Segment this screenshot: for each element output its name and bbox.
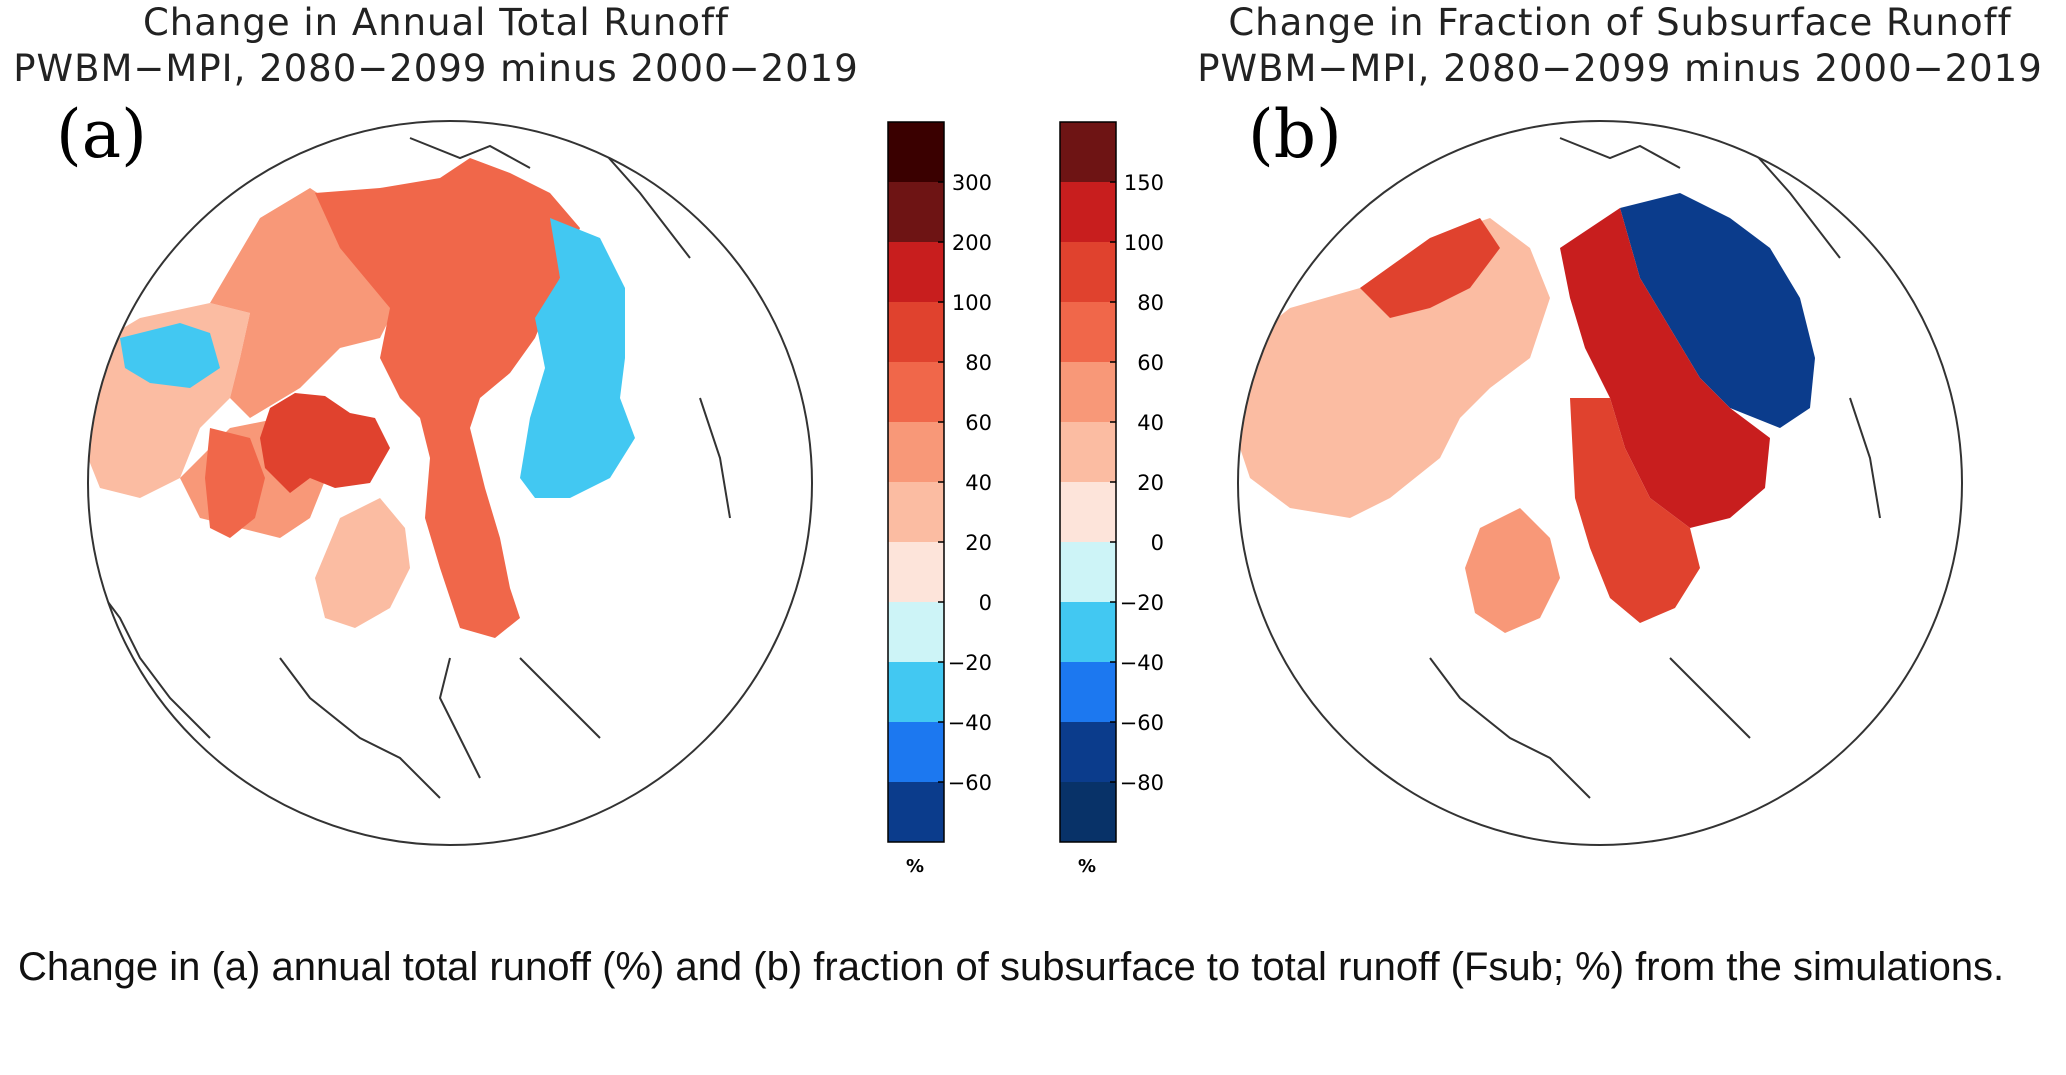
panel-a-colorbar-bin-4 [888, 362, 944, 422]
map-b-coastline-1 [1429, 137, 1881, 799]
panel-b-polar-map [1237, 120, 1963, 846]
panel-b-colorbar-tick-label-6: 0 [1151, 531, 1164, 555]
panel-a-colorbar-tick-label-0: 300 [952, 171, 992, 195]
panel-a-colorbar-bin-5 [888, 422, 944, 482]
panel-a-title-line1: Change in Annual Total Runoff [142, 1, 730, 44]
panel-b-colorbar-tick-label-7: −20 [1120, 591, 1164, 615]
panel-a-colorbar-bin-6 [888, 482, 944, 542]
panel-b-colorbar-tick-label-0: 150 [1124, 171, 1164, 195]
map-b-europe [1465, 508, 1560, 633]
map-a-greenland-coast [205, 428, 265, 538]
panel-b-letter: (b) [1248, 96, 1342, 173]
panel-a-colorbar-tick-label-10: −60 [948, 771, 992, 795]
panel-a-colorbar-bin-1 [888, 182, 944, 242]
map-a-siberia [315, 158, 580, 638]
panel-b-colorbar-tick-label-8: −40 [1120, 651, 1164, 675]
panel-b-colorbar-unit: % [1078, 856, 1096, 877]
panel-b-title: Change in Fraction of Subsurface Runoff … [1180, 0, 2060, 92]
map-a-canadian-archipelago [260, 393, 390, 493]
panel-a-title-line2: PWBM−MPI, 2080−2099 minus 2000−2019 [13, 47, 859, 90]
panel-a-colorbar-bin-10 [888, 722, 944, 782]
map-b-alaska [1360, 218, 1500, 318]
panel-b-colorbar: 150 100 80 60 40 20 0 −20 −40 −60 −80% [1059, 121, 1164, 877]
panel-b-colorbar-bin-1 [1060, 182, 1116, 242]
panel-b-colorbar-bin-8 [1060, 602, 1116, 662]
panel-a-colorbar-tick-label-3: 80 [965, 351, 992, 375]
panel-a-colorbar-tick-label-2: 100 [952, 291, 992, 315]
panel-a-colorbar-tick-label-5: 40 [965, 471, 992, 495]
panel-b-colorbar-border [1059, 121, 1117, 843]
panel-b-colorbar-bin-4 [1060, 362, 1116, 422]
panel-a-colorbar-tick-label-4: 60 [965, 411, 992, 435]
panel-a-colorbar-unit: % [906, 856, 924, 877]
panel-b-colorbar-tick-label-5: 20 [1137, 471, 1164, 495]
panel-b-colorbar-bin-7 [1060, 542, 1116, 602]
panel-a-colorbar-bin-3 [888, 302, 944, 362]
panel-b-colorbar-bin-3 [1060, 302, 1116, 362]
panel-b-title-line2: PWBM−MPI, 2080−2099 minus 2000−2019 [1197, 47, 2043, 90]
panel-b-colorbar-bin-0 [1060, 122, 1116, 182]
panel-b-colorbar-bin-5 [1060, 422, 1116, 482]
map-a-far-east [520, 218, 635, 498]
map-b-east-siberia [1620, 193, 1815, 428]
map-b-central-siberia [1560, 208, 1770, 528]
panel-b-colorbar-bin-11 [1060, 782, 1116, 842]
map-a-europe [315, 498, 410, 628]
map-a-coastline-1 [279, 137, 731, 799]
panel-b-colorbar-bin-10 [1060, 722, 1116, 782]
panel-b-title-line1: Change in Fraction of Subsurface Runoff [1228, 1, 2012, 44]
panel-a-colorbar-bin-9 [888, 662, 944, 722]
panel-a-colorbar-tick-label-9: −40 [948, 711, 992, 735]
figure-caption: Change in (a) annual total runoff (%) an… [18, 945, 2005, 989]
panel-b-colorbar-tick-label-9: −60 [1120, 711, 1164, 735]
panel-a-colorbar-bin-7 [888, 542, 944, 602]
panel-b-colorbar-tick-label-1: 100 [1124, 231, 1164, 255]
panel-b-colorbar-tick-label-10: −80 [1120, 771, 1164, 795]
panel-a-colorbar-tick-label-7: 0 [979, 591, 992, 615]
panel-b-colorbar-tick-label-2: 80 [1137, 291, 1164, 315]
panel-a-polar-map [87, 120, 813, 846]
panel-a-colorbar-bin-2 [888, 242, 944, 302]
panel-a-colorbar-tick-label-8: −20 [948, 651, 992, 675]
panel-b-colorbar-bin-6 [1060, 482, 1116, 542]
panel-a-colorbar-border [887, 121, 945, 843]
panel-b-colorbar-tick-label-4: 40 [1137, 411, 1164, 435]
panel-b-colorbar-bin-2 [1060, 242, 1116, 302]
panel-a-colorbar-tick-label-6: 20 [965, 531, 992, 555]
map-b-boundary-circle [1237, 120, 1963, 846]
panel-a-colorbar-tick-label-1: 200 [952, 231, 992, 255]
map-b-west-siberia [1570, 398, 1700, 623]
map-b-north-america [1238, 218, 1550, 518]
panel-a-title: Change in Annual Total Runoff PWBM−MPI, … [0, 0, 872, 92]
panel-a-colorbar-bin-8 [888, 602, 944, 662]
panel-a-colorbar-bin-0 [888, 122, 944, 182]
map-a-boundary-circle [87, 120, 813, 846]
map-a-alaska-blue-patch [120, 323, 220, 388]
panel-a-letter: (a) [56, 96, 147, 173]
panel-b-colorbar-bin-9 [1060, 662, 1116, 722]
panel-a-colorbar-bin-11 [888, 782, 944, 842]
panel-b-colorbar-tick-label-3: 60 [1137, 351, 1164, 375]
